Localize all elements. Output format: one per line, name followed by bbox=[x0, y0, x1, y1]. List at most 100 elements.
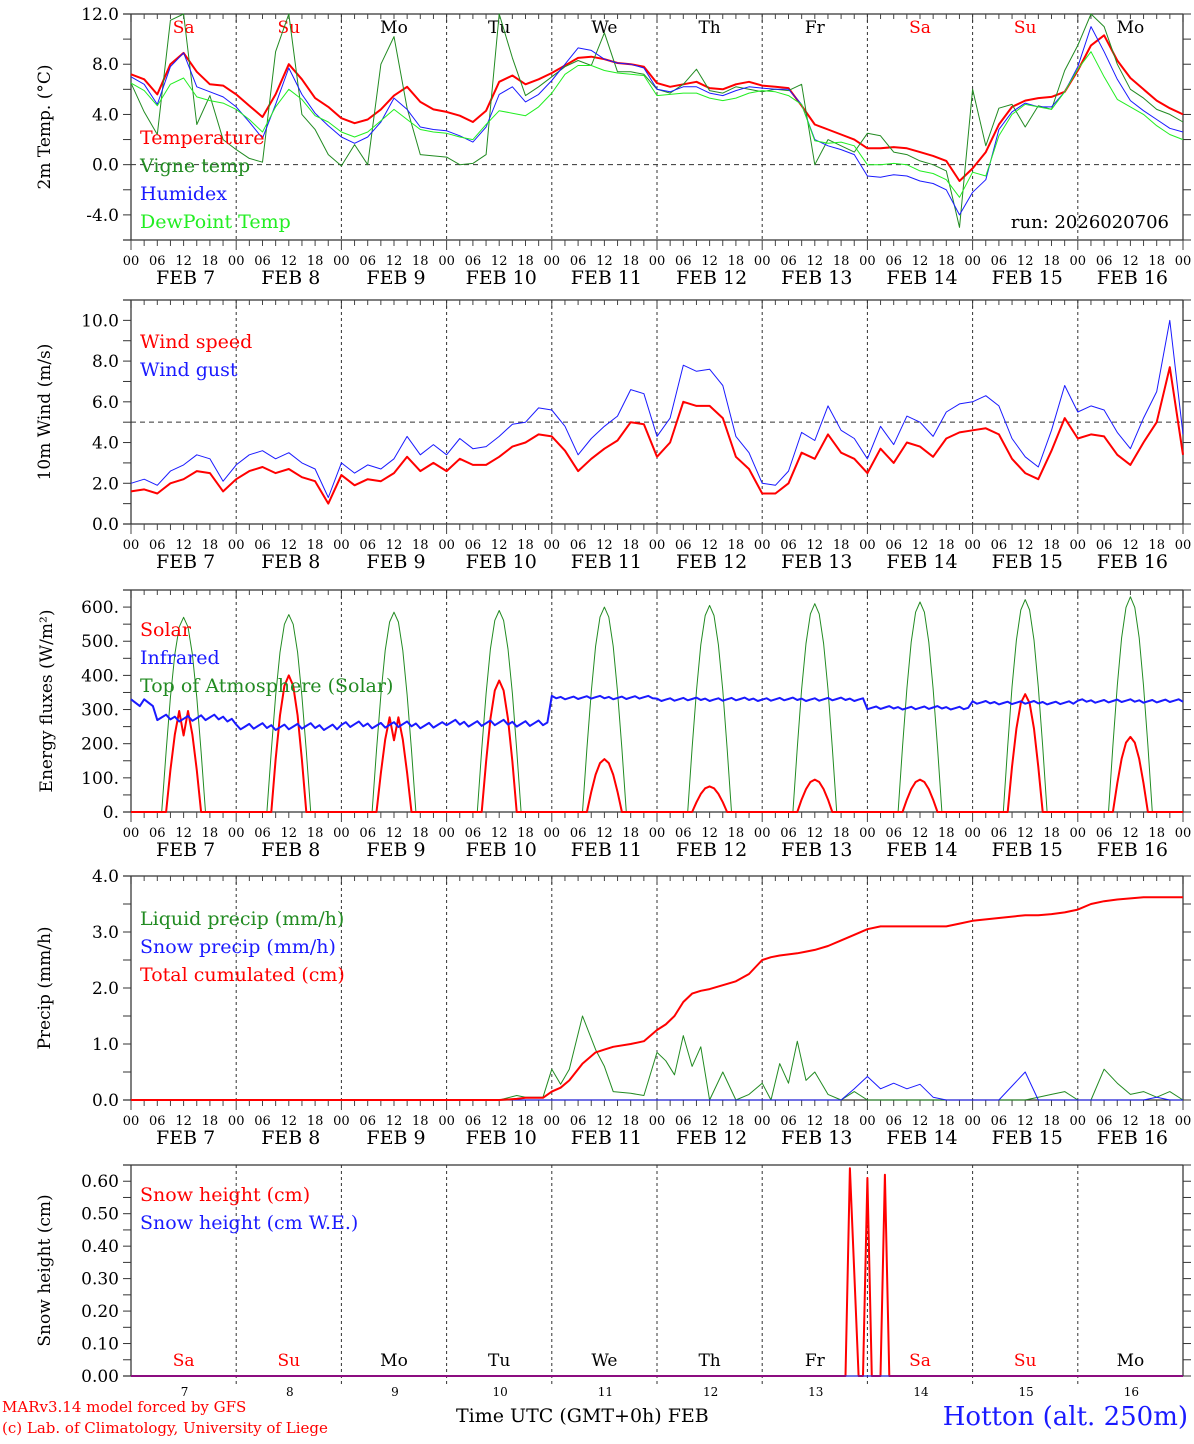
x-hour-label: 18 bbox=[728, 538, 745, 553]
x-hour-label: 06 bbox=[675, 1114, 692, 1129]
x-hour-label: 06 bbox=[675, 826, 692, 841]
x-hour-label: 12 bbox=[491, 1114, 508, 1129]
x-hour-label: 06 bbox=[1096, 1114, 1113, 1129]
x-hour-label: 00 bbox=[228, 538, 245, 553]
x-hour-label: 12 bbox=[281, 538, 298, 553]
x-hour-label: 12 bbox=[386, 826, 403, 841]
series-line-solar bbox=[131, 674, 1183, 813]
x-hour-label: 12 bbox=[1122, 254, 1139, 269]
x-hour-label: 12 bbox=[1017, 538, 1034, 553]
x-hour-label: 12 bbox=[386, 538, 403, 553]
x-date-label: FEB 8 bbox=[261, 1127, 320, 1149]
x-hour-label: 18 bbox=[622, 254, 639, 269]
x-hour-label: 06 bbox=[780, 826, 797, 841]
x-day-number: 13 bbox=[808, 1385, 823, 1399]
x-hour-label: 00 bbox=[438, 826, 455, 841]
y-tick-label: 0.40 bbox=[81, 1237, 119, 1257]
x-hour-label: 12 bbox=[807, 826, 824, 841]
y-tick-label: 0.60 bbox=[81, 1172, 119, 1192]
x-day-number: 9 bbox=[391, 1385, 399, 1399]
x-hour-label: 00 bbox=[228, 1114, 245, 1129]
panel-temperature: -4.00.04.08.012.02m Temp. (°C)00 06 12 18FE… bbox=[35, 5, 1191, 289]
legend-entry: Temperature bbox=[140, 127, 264, 149]
x-hour-label: 18 bbox=[622, 538, 639, 553]
x-hour-label: 18 bbox=[202, 538, 219, 553]
x-date-label: FEB 9 bbox=[366, 551, 425, 573]
x-hour-label: 12 bbox=[175, 254, 192, 269]
x-hour-label: 18 bbox=[517, 538, 534, 553]
x-hour-label: 06 bbox=[465, 538, 482, 553]
x-day-number: 10 bbox=[493, 1385, 508, 1399]
x-day-number: 8 bbox=[286, 1385, 294, 1399]
legend-entry: Humidex bbox=[140, 183, 227, 205]
x-hour-label: 06 bbox=[1096, 538, 1113, 553]
x-hour-label: 06 bbox=[991, 538, 1008, 553]
x-hour-label: 18 bbox=[307, 826, 324, 841]
x-date-label: FEB 12 bbox=[676, 551, 747, 573]
y-tick-label: 2.0 bbox=[92, 979, 119, 999]
x-hour-label: 00 bbox=[859, 254, 876, 269]
y-tick-label: 2.0 bbox=[92, 474, 119, 494]
y-axis-label: Precip (mm/h) bbox=[35, 926, 55, 1049]
x-date-label: FEB 16 bbox=[1097, 1127, 1168, 1149]
x-hour-label: 00 bbox=[1175, 1114, 1192, 1129]
x-date-label: FEB 9 bbox=[366, 839, 425, 861]
model-credit: MARv3.14 model forced by GFS bbox=[2, 1398, 247, 1416]
x-hour-label: 18 bbox=[833, 538, 850, 553]
series-line-liquid-precip-mm-h- bbox=[131, 1015, 1184, 1101]
x-date-label: FEB 16 bbox=[1097, 551, 1168, 573]
x-day-number: 16 bbox=[1124, 1385, 1139, 1399]
x-date-label: FEB 14 bbox=[886, 551, 957, 573]
x-hour-label: 18 bbox=[517, 254, 534, 269]
x-hour-label: 00 bbox=[333, 538, 350, 553]
x-hour-label: 06 bbox=[254, 254, 271, 269]
y-tick-label: 200. bbox=[81, 735, 119, 755]
y-tick-label: 0.10 bbox=[81, 1335, 119, 1355]
weekday-label: Su bbox=[277, 1351, 300, 1371]
x-hour-label: 18 bbox=[938, 254, 955, 269]
x-hour-label: 00 bbox=[544, 826, 561, 841]
x-hour-label: 06 bbox=[991, 1114, 1008, 1129]
x-hour-label: 06 bbox=[149, 254, 166, 269]
x-date-label: FEB 14 bbox=[886, 267, 957, 289]
x-hour-label: 00 bbox=[1175, 254, 1192, 269]
x-hour-label: 18 bbox=[412, 1114, 429, 1129]
x-date-label: FEB 12 bbox=[676, 839, 747, 861]
x-date-label: FEB 15 bbox=[992, 1127, 1063, 1149]
x-hour-label: 06 bbox=[359, 254, 376, 269]
x-hour-label: 00 bbox=[333, 1114, 350, 1129]
weekday-label: Mo bbox=[380, 18, 408, 38]
y-axis-label: 2m Temp. (°C) bbox=[35, 64, 55, 189]
panel-wind: 0.0 2.0 4.0 6.0 8.0 10.0 10m Wind (m/s) 00 06 12 1… bbox=[35, 299, 1191, 573]
x-date-label: FEB 10 bbox=[466, 1127, 537, 1149]
x-hour-label: 12 bbox=[807, 254, 824, 269]
x-date-label: FEB 11 bbox=[571, 267, 642, 289]
x-hour-label: 00 bbox=[438, 538, 455, 553]
series-line-snow-precip-mm-h- bbox=[131, 1071, 1183, 1101]
y-tick-label: 600. bbox=[81, 598, 119, 618]
legend-entry: Top of Atmosphere (Solar) bbox=[140, 675, 393, 697]
x-hour-label: 12 bbox=[807, 538, 824, 553]
x-hour-label: 06 bbox=[570, 826, 587, 841]
x-hour-label: 18 bbox=[622, 826, 639, 841]
y-tick-label: 0.0 bbox=[92, 156, 119, 176]
legend-entry: Snow precip (mm/h) bbox=[140, 936, 336, 958]
x-date-label: FEB 15 bbox=[992, 267, 1063, 289]
y-tick-label: 8.0 bbox=[92, 55, 119, 75]
x-hour-label: 18 bbox=[728, 1114, 745, 1129]
x-hour-label: 00 bbox=[649, 538, 666, 553]
x-hour-label: 12 bbox=[491, 538, 508, 553]
x-hour-label: 12 bbox=[701, 538, 718, 553]
x-hour-label: 06 bbox=[254, 1114, 271, 1129]
x-hour-label: 06 bbox=[465, 826, 482, 841]
series-line-dewpoint-temp bbox=[130, 51, 1184, 198]
x-hour-label: 00 bbox=[754, 538, 771, 553]
weekday-label: Mo bbox=[1117, 18, 1145, 38]
y-tick-label: 0.0 bbox=[92, 1091, 119, 1111]
x-hour-label: 00 bbox=[1070, 826, 1087, 841]
x-hour-label: 00 bbox=[123, 538, 140, 553]
x-hour-label: 06 bbox=[359, 538, 376, 553]
